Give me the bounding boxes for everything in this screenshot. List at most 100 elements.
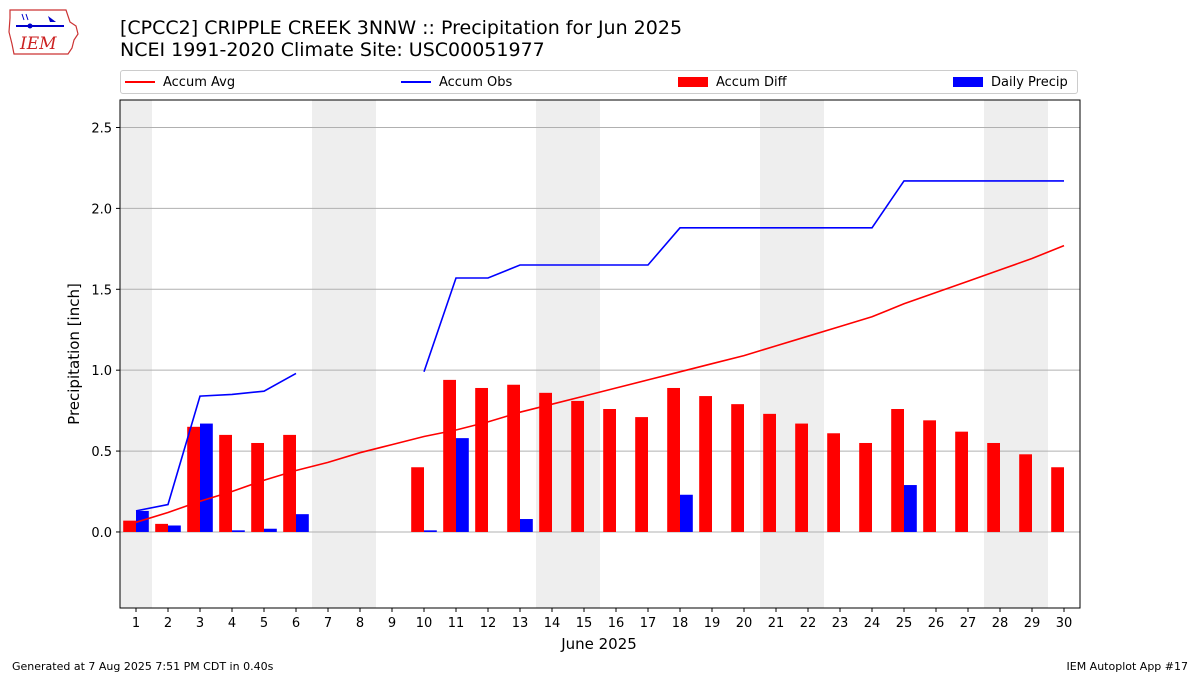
x-tick-label: 20 (736, 616, 753, 631)
x-tick-label: 7 (324, 616, 332, 631)
legend: Accum Avg Accum Obs Accum Diff Daily Pre… (120, 70, 1078, 94)
chart-title: [CPCC2] CRIPPLE CREEK 3NNW :: Precipitat… (120, 17, 683, 39)
x-tick-label: 17 (640, 616, 657, 631)
daily-precip-bar (424, 530, 437, 532)
accum-diff-bar (507, 384, 520, 532)
daily-precip-bar (904, 485, 917, 532)
legend-label: Daily Precip (991, 74, 1068, 90)
x-tick-label: 19 (704, 616, 721, 631)
accum-diff-bar (795, 423, 808, 532)
legend-item-accum-avg: Accum Avg (125, 71, 235, 93)
y-tick-label: 2.0 (91, 202, 112, 217)
accum-diff-bar (891, 409, 904, 532)
daily-precip-bar (136, 510, 149, 532)
x-tick-label: 8 (356, 616, 364, 631)
app-credit: IEM Autoplot App #17 (1066, 660, 1189, 673)
x-tick-label: 29 (1024, 616, 1041, 631)
weekend-shade (312, 100, 376, 608)
legend-label: Accum Obs (439, 74, 513, 90)
daily-precip-bar (520, 519, 533, 532)
accum-diff-bar (443, 379, 456, 532)
accum-diff-bar (251, 442, 264, 532)
x-tick-label: 2 (164, 616, 172, 631)
legend-swatch (678, 77, 708, 87)
accum-diff-bar (635, 417, 648, 532)
x-tick-label: 26 (928, 616, 945, 631)
accum-diff-bar (475, 387, 488, 532)
plot-frame (119, 99, 1081, 609)
accum-diff-bar (123, 520, 136, 532)
accum-diff-bar (155, 523, 168, 532)
y-tick-label: 0.5 (91, 445, 112, 460)
iowa-outline-icon (8, 9, 79, 55)
accum-diff-bar (603, 409, 616, 532)
accum-diff-bar (699, 396, 712, 532)
accum-obs-line (135, 372, 297, 512)
x-tick-label: 4 (228, 616, 236, 631)
x-tick-label: 10 (416, 616, 433, 631)
x-tick-label: 15 (576, 616, 593, 631)
x-tick-label: 14 (544, 616, 561, 631)
legend-swatch (401, 81, 431, 83)
legend-label: Accum Avg (163, 74, 236, 90)
x-tick-label: 24 (864, 616, 881, 631)
daily-precip-bar (456, 438, 469, 532)
y-tick-label: 0.0 (91, 526, 112, 541)
daily-precip-bar (264, 528, 277, 532)
legend-item-accum-obs: Accum Obs (401, 71, 512, 93)
daily-precip-bar (200, 423, 213, 532)
x-tick-label: 5 (260, 616, 268, 631)
x-tick-label: 9 (388, 616, 396, 631)
accum-diff-bar (571, 400, 584, 532)
x-tick-label: 12 (480, 616, 497, 631)
x-tick-label: 23 (832, 616, 849, 631)
x-tick-label: 21 (768, 616, 785, 631)
accum-diff-bar (411, 467, 424, 532)
legend-item-daily-precip: Daily Precip (953, 71, 1068, 93)
accum-diff-bar (283, 434, 296, 532)
chart-subtitle: NCEI 1991-2020 Climate Site: USC00051977 (120, 39, 545, 61)
accum-diff-bar (763, 413, 776, 532)
x-tick-label: 16 (608, 616, 625, 631)
legend-label: Accum Diff (716, 74, 787, 90)
accum-diff-bar (187, 426, 200, 532)
x-tick-label: 6 (292, 616, 300, 631)
x-tick-label: 11 (448, 616, 465, 631)
accum-diff-bar (219, 434, 232, 532)
x-tick-label: 3 (196, 616, 204, 631)
accum-diff-bar (923, 420, 936, 532)
x-tick-label: 27 (960, 616, 977, 631)
accum-diff-bar (1019, 454, 1032, 532)
x-axis-label: June 2025 (560, 635, 637, 653)
y-tick-label: 1.5 (91, 283, 112, 298)
legend-item-accum-diff: Accum Diff (678, 71, 787, 93)
x-tick-label: 28 (992, 616, 1009, 631)
y-tick-label: 1.0 (91, 364, 112, 379)
x-tick-label: 13 (512, 616, 529, 631)
x-tick-label: 18 (672, 616, 689, 631)
legend-swatch (125, 81, 155, 83)
daily-precip-bar (296, 514, 309, 532)
generated-timestamp: Generated at 7 Aug 2025 7:51 PM CDT in 0… (12, 660, 274, 673)
accum-diff-bar (987, 442, 1000, 532)
accum-obs-line (423, 180, 1064, 373)
iem-logo: IEM (8, 9, 79, 55)
daily-precip-bar (680, 494, 693, 532)
daily-precip-bar (168, 525, 181, 532)
accum-diff-bar (955, 431, 968, 532)
accum-diff-bar (1051, 467, 1064, 532)
accum-diff-bar (859, 442, 872, 532)
accum-diff-bar (539, 392, 552, 532)
y-axis-label: Precipitation [inch] (65, 283, 83, 425)
accum-avg-line (135, 244, 1065, 524)
daily-precip-bar (232, 530, 245, 532)
x-tick-label: 25 (896, 616, 913, 631)
x-tick-label: 30 (1056, 616, 1073, 631)
legend-swatch (953, 77, 983, 87)
accum-diff-bar (667, 387, 680, 532)
y-tick-label: 2.5 (91, 122, 112, 137)
logo-text: IEM (19, 34, 57, 54)
x-tick-label: 1 (132, 616, 140, 631)
accum-diff-bar (827, 433, 840, 532)
